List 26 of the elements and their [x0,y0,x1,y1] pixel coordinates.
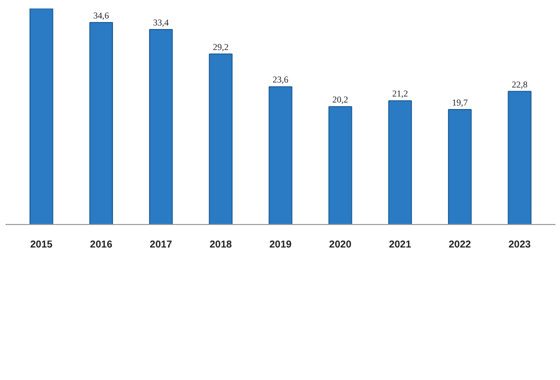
x-tick-label: 2015 [30,240,53,250]
x-tick-label: 2018 [210,240,232,250]
x-tick-label: 2020 [329,240,352,250]
data-label: 22,8 [512,79,528,90]
bar [149,29,173,224]
x-tick-label: 2022 [448,240,472,250]
x-tick-label: 2021 [388,240,412,250]
bar [208,54,233,224]
data-label: 23,6 [272,74,289,85]
data-label: 21,2 [392,88,408,99]
bar [328,106,352,224]
x-tick-label: 2016 [90,240,113,250]
data-label: 33,4 [153,18,170,28]
bar [448,108,472,224]
x-tick-label: 2023 [508,240,532,250]
x-tick-label: 2017 [150,240,172,250]
bar [89,22,114,224]
data-label: 34,6 [93,10,110,21]
bar [508,90,532,224]
bar [388,100,412,224]
bar [30,8,54,224]
x-tick-label: 2019 [269,240,292,250]
bar [268,86,292,224]
data-label: 20,2 [332,94,348,105]
data-label: 29,2 [212,42,229,52]
data-label: 19,7 [452,97,468,108]
